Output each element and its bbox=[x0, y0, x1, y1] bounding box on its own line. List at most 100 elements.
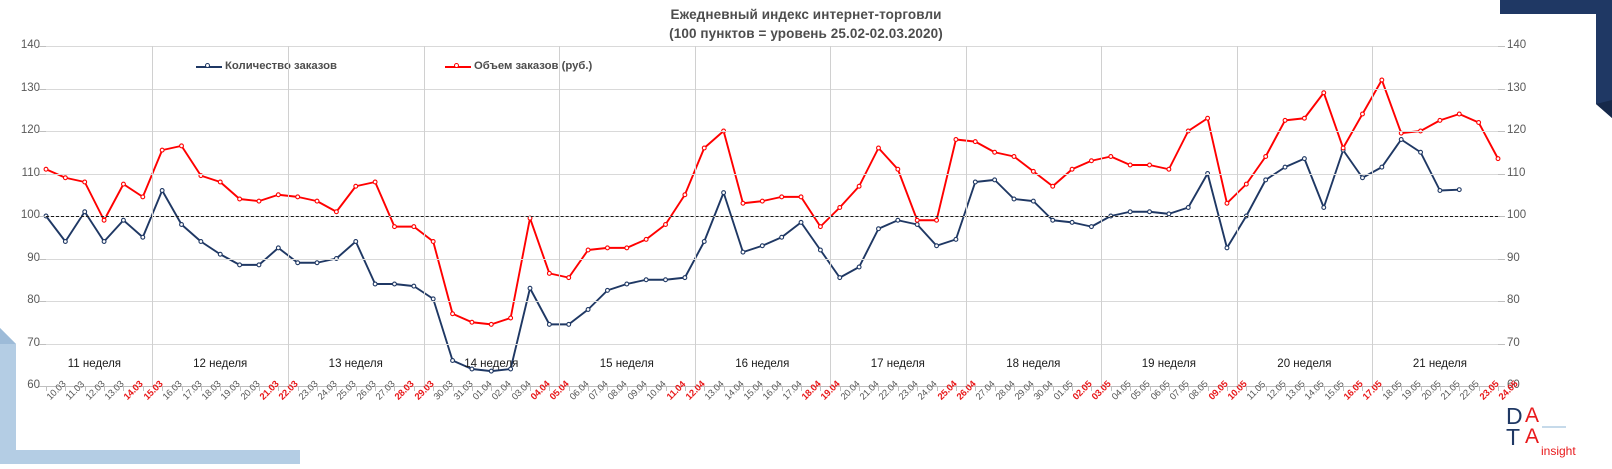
x-tick bbox=[239, 386, 241, 391]
legend-item-orders-volume[interactable]: Объем заказов (руб.) bbox=[444, 60, 592, 72]
data-point-marker bbox=[295, 194, 301, 200]
y-tick bbox=[1498, 131, 1505, 132]
data-point-marker bbox=[779, 234, 785, 240]
data-point-marker bbox=[585, 307, 591, 312]
data-point-marker bbox=[1418, 149, 1424, 155]
data-point-marker bbox=[1456, 187, 1462, 193]
data-point-marker bbox=[546, 270, 552, 276]
x-tick bbox=[1420, 386, 1422, 391]
x-tick bbox=[1498, 386, 1499, 391]
x-tick bbox=[1362, 386, 1364, 391]
x-tick bbox=[1226, 386, 1228, 391]
svg-text:T: T bbox=[1506, 424, 1520, 450]
data-point-marker bbox=[198, 239, 204, 244]
data-point-marker bbox=[895, 217, 901, 223]
week-label: 13 неделя bbox=[328, 358, 383, 370]
x-tick bbox=[1149, 386, 1151, 391]
data-point-marker bbox=[1321, 205, 1327, 210]
data-point-marker bbox=[1030, 168, 1036, 174]
x-tick bbox=[859, 386, 861, 391]
week-divider bbox=[288, 352, 289, 386]
week-divider bbox=[965, 352, 967, 386]
data-insight-logo: D A T A insight bbox=[1504, 400, 1604, 458]
data-point-marker bbox=[1166, 166, 1172, 172]
y-tick-label-left: 120 bbox=[20, 124, 40, 136]
data-point-marker bbox=[469, 366, 475, 372]
y-tick bbox=[1498, 343, 1505, 345]
data-point-marker bbox=[837, 275, 843, 281]
x-tick bbox=[684, 386, 686, 391]
week-divider bbox=[1101, 352, 1103, 386]
x-tick bbox=[1439, 386, 1441, 391]
data-point-marker bbox=[566, 321, 572, 327]
data-point-marker bbox=[624, 245, 630, 251]
x-tick bbox=[491, 386, 493, 391]
plot-area bbox=[43, 46, 1501, 386]
y-tick-label-right: 120 bbox=[1507, 124, 1527, 136]
data-point-marker bbox=[1011, 154, 1017, 159]
legend-item-orders-count[interactable]: Количество заказов bbox=[196, 60, 337, 72]
gridline bbox=[46, 343, 1498, 345]
data-point-marker bbox=[817, 247, 823, 253]
data-point-marker bbox=[314, 260, 320, 266]
x-tick bbox=[1459, 386, 1461, 391]
data-point-marker bbox=[1263, 154, 1269, 159]
x-tick bbox=[975, 386, 977, 391]
data-point-marker bbox=[682, 275, 688, 281]
data-point-marker bbox=[798, 219, 804, 225]
week-separator bbox=[423, 46, 425, 386]
data-point-marker bbox=[953, 236, 959, 242]
y-tick bbox=[1498, 216, 1505, 217]
y-tick bbox=[39, 386, 46, 387]
data-point-marker bbox=[663, 222, 668, 227]
data-point-marker bbox=[604, 287, 610, 293]
data-point-marker bbox=[392, 281, 397, 287]
data-point-marker bbox=[1147, 209, 1152, 215]
x-tick bbox=[568, 386, 570, 391]
data-point-marker bbox=[430, 239, 436, 244]
y-tick bbox=[1498, 173, 1505, 175]
x-tick bbox=[394, 386, 396, 391]
data-point-marker bbox=[314, 198, 320, 204]
data-point-marker bbox=[972, 179, 978, 185]
data-point-marker bbox=[856, 264, 862, 270]
data-point-marker bbox=[643, 277, 649, 283]
data-point-marker bbox=[1088, 158, 1094, 164]
week-divider bbox=[152, 352, 154, 386]
data-point-marker bbox=[1069, 219, 1075, 225]
x-tick bbox=[297, 386, 299, 391]
x-tick bbox=[258, 386, 260, 391]
gridline bbox=[46, 258, 1498, 260]
x-tick bbox=[839, 386, 841, 391]
week-separator bbox=[1236, 46, 1238, 386]
data-point-marker bbox=[876, 226, 881, 232]
x-tick bbox=[665, 386, 667, 391]
x-tick bbox=[607, 386, 609, 391]
y-tick-label-left: 140 bbox=[20, 39, 40, 51]
data-point-marker bbox=[624, 281, 630, 287]
series-line bbox=[45, 138, 1460, 373]
svg-text:D: D bbox=[1506, 403, 1523, 429]
y-tick bbox=[39, 301, 46, 302]
data-point-marker bbox=[546, 321, 552, 327]
week-separator bbox=[288, 46, 289, 386]
data-point-marker bbox=[604, 245, 610, 251]
data-point-marker bbox=[1243, 181, 1249, 187]
x-tick bbox=[104, 386, 106, 391]
x-tick bbox=[1285, 386, 1287, 391]
data-point-marker bbox=[701, 239, 707, 244]
data-point-marker bbox=[140, 234, 146, 240]
y-tick bbox=[1498, 301, 1505, 302]
x-tick bbox=[1246, 386, 1248, 391]
data-point-marker bbox=[934, 217, 940, 223]
data-point-marker bbox=[643, 236, 649, 242]
x-tick bbox=[1478, 386, 1480, 391]
y-tick-label-right: 100 bbox=[1507, 209, 1527, 221]
x-tick bbox=[355, 386, 357, 391]
y-tick bbox=[39, 343, 46, 345]
y-tick bbox=[39, 173, 46, 175]
x-tick bbox=[1014, 386, 1015, 391]
x-tick bbox=[317, 386, 319, 391]
data-point-marker bbox=[1108, 154, 1114, 159]
data-point-marker bbox=[1050, 217, 1056, 223]
